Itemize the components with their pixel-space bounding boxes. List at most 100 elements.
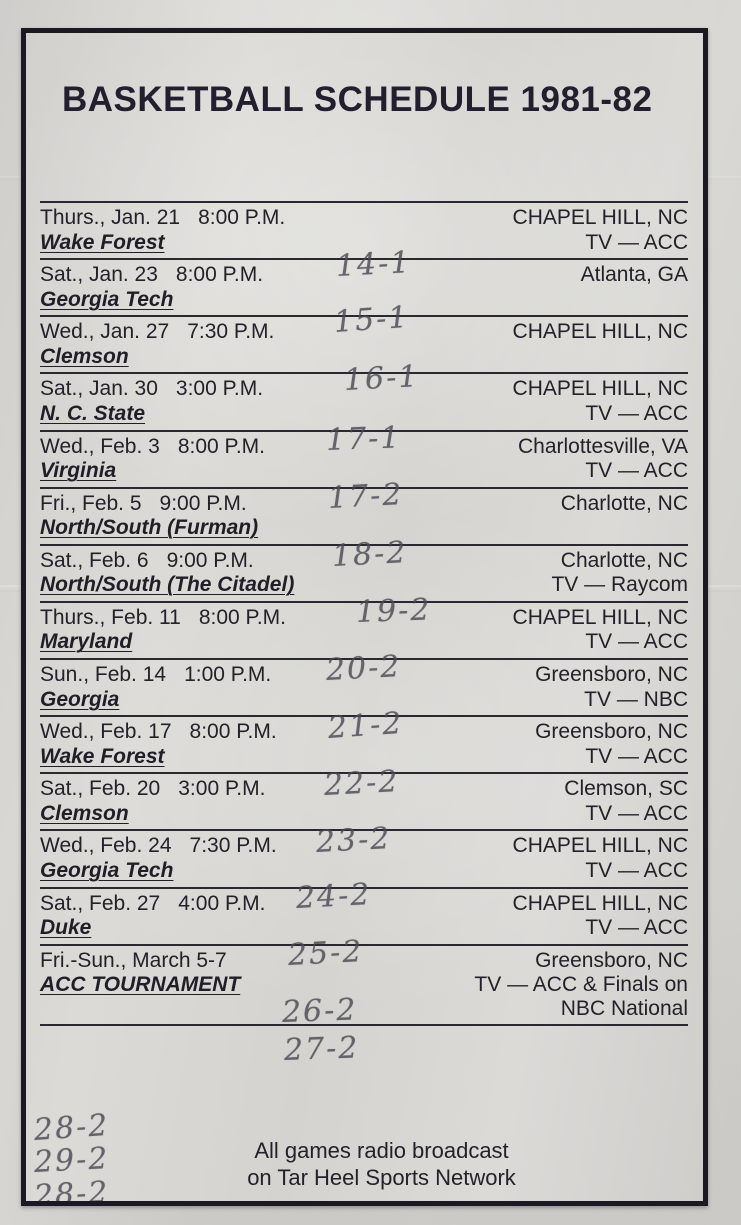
game-opponent: Clemson xyxy=(40,801,129,825)
game-datetime: Fri., Feb. 5 9:00 P.M. xyxy=(40,491,247,515)
tournament-dates: Fri.-Sun., March 5-7 xyxy=(40,948,227,972)
tournament-location: Greensboro, NC xyxy=(535,948,688,972)
row-bottom-line: Clemson TV — ACC xyxy=(40,802,688,827)
table-row[interactable]: Sat., Feb. 27 4:00 P.M. CHAPEL HILL, NC D… xyxy=(40,886,688,944)
table-row[interactable]: Fri., Feb. 5 9:00 P.M. Charlotte, NC Nort… xyxy=(40,486,688,544)
row-top-line: Sat., Jan. 23 8:00 P.M. Atlanta, GA xyxy=(40,263,688,288)
game-opponent: Georgia Tech xyxy=(40,287,174,311)
table-row[interactable]: Sat., Feb. 20 3:00 P.M. Clemson, SC Clems… xyxy=(40,772,688,829)
tournament-tv: TV — ACC & Finals on NBC National xyxy=(388,973,688,1021)
game-location: CHAPEL HILL, NC xyxy=(512,377,688,401)
game-tv: TV — ACC xyxy=(585,230,688,254)
table-row[interactable]: Sat., Feb. 6 9:00 P.M. Charlotte, NC Nort… xyxy=(40,543,688,601)
game-datetime: Sat., Jan. 23 8:00 P.M. xyxy=(40,263,264,287)
row-bottom-line: Georgia Tech TV — ACC xyxy=(40,859,688,884)
game-opponent: N. C. State xyxy=(40,401,146,425)
row-top-line: Wed., Jan. 27 7:30 P.M. CHAPEL HILL, NC xyxy=(40,320,688,345)
game-datetime: Wed., Jan. 27 7:30 P.M. xyxy=(40,320,275,344)
table-row[interactable]: Thurs., Feb. 11 8:00 P.M. CHAPEL HILL, NC… xyxy=(40,600,688,658)
game-tv: TV — ACC xyxy=(585,916,688,940)
table-row[interactable]: Wed., Feb. 17 8:00 P.M. Greensboro, NC Wa… xyxy=(40,715,688,772)
footer-line-2: on Tar Heel Sports Network xyxy=(247,1164,516,1190)
game-datetime: Thurs., Jan. 21 8:00 P.M. xyxy=(40,206,286,229)
row-top-line: Sat., Feb. 6 9:00 P.M. Charlotte, NC xyxy=(40,549,688,574)
game-datetime: Wed., Feb. 17 8:00 P.M. xyxy=(40,720,277,744)
table-row[interactable]: Sat., Jan. 23 8:00 P.M. Atlanta, GA Georg… xyxy=(40,258,688,315)
game-datetime: Sat., Jan. 30 3:00 P.M. xyxy=(40,377,264,401)
row-top-line: Fri.-Sun., March 5-7 Greensboro, NC xyxy=(40,949,688,974)
game-tv: TV — ACC xyxy=(585,744,688,768)
game-location: Greensboro, NC xyxy=(535,663,688,686)
tournament-name: ACC TOURNAMENT xyxy=(40,973,241,997)
table-row[interactable]: Sun., Feb. 14 1:00 P.M. Greensboro, NC Ge… xyxy=(40,658,688,715)
game-opponent: Clemson xyxy=(40,344,129,368)
row-top-line: Wed., Feb. 24 7:30 P.M. CHAPEL HILL, NC xyxy=(40,834,688,859)
row-top-line: Sun., Feb. 14 1:00 P.M. Greensboro, NC xyxy=(40,663,688,688)
game-opponent: Wake Forest xyxy=(40,230,165,254)
game-location: Charlottesville, VA xyxy=(517,434,688,458)
tournament-tv-line1: TV — ACC & Finals on xyxy=(474,973,688,997)
game-location: Charlotte, NC xyxy=(560,548,688,572)
game-datetime: Sat., Feb. 27 4:00 P.M. xyxy=(40,891,266,915)
row-top-line: Sat., Feb. 27 4:00 P.M. CHAPEL HILL, NC xyxy=(40,892,688,917)
game-datetime: Sun., Feb. 14 1:00 P.M. xyxy=(40,663,272,686)
game-tv: TV — ACC xyxy=(585,401,688,425)
row-top-line: Fri., Feb. 5 9:00 P.M. Charlotte, NC xyxy=(40,492,688,517)
row-bottom-line: Maryland TV — ACC xyxy=(40,630,688,655)
game-datetime: Thurs., Feb. 11 8:00 P.M. xyxy=(40,605,287,629)
row-bottom-line: Clemson xyxy=(40,345,688,370)
game-location: Clemson, SC xyxy=(564,777,688,801)
game-opponent: Duke xyxy=(40,916,92,940)
table-row-tournament[interactable]: Fri.-Sun., March 5-7 Greensboro, NC ACC … xyxy=(40,943,688,1027)
row-top-line: Wed., Feb. 17 8:00 P.M. Greensboro, NC xyxy=(40,720,688,745)
game-opponent: Georgia xyxy=(40,687,120,711)
row-top-line: Thurs., Jan. 21 8:00 P.M. CHAPEL HILL, NC xyxy=(40,206,688,231)
game-tv: TV — ACC xyxy=(585,459,688,483)
footer-note: All games radio broadcast on Tar Heel Sp… xyxy=(26,1138,703,1192)
game-tv: TV — NBC xyxy=(584,687,688,711)
row-top-line: Wed., Feb. 3 8:00 P.M. Charlottesville, V… xyxy=(40,435,688,460)
schedule-table: Thurs., Jan. 21 8:00 P.M. CHAPEL HILL, NC… xyxy=(40,201,688,1027)
table-row[interactable]: Wed., Jan. 27 7:30 P.M. CHAPEL HILL, NC C… xyxy=(40,315,688,372)
row-top-line: Thurs., Feb. 11 8:00 P.M. CHAPEL HILL, NC xyxy=(40,606,688,631)
table-row[interactable]: Sat., Jan. 30 3:00 P.M. CHAPEL HILL, NC N… xyxy=(40,372,688,429)
game-tv: TV — ACC xyxy=(585,630,688,654)
game-opponent: North/South (Furman) xyxy=(40,516,259,540)
game-tv: TV — Raycom xyxy=(551,573,688,597)
row-bottom-line: North/South (The Citadel) TV — Raycom xyxy=(40,573,688,598)
game-opponent: Maryland xyxy=(40,630,133,654)
game-datetime: Sat., Feb. 20 3:00 P.M. xyxy=(40,777,266,801)
game-location: CHAPEL HILL, NC xyxy=(512,206,688,229)
row-top-line: Sat., Feb. 20 3:00 P.M. Clemson, SC xyxy=(40,777,688,802)
game-opponent: Wake Forest xyxy=(40,744,165,768)
schedule-card: BASKETBALL SCHEDULE 1981-82 Thurs., Jan.… xyxy=(21,28,708,1206)
game-location: Charlotte, NC xyxy=(560,491,688,515)
game-location: Atlanta, GA xyxy=(580,263,688,287)
row-bottom-line: Virginia TV — ACC xyxy=(40,459,688,484)
game-datetime: Wed., Feb. 24 7:30 P.M. xyxy=(40,834,277,858)
row-bottom-line: ACC TOURNAMENT TV — ACC & Finals on NBC … xyxy=(40,973,688,1021)
game-opponent: Georgia Tech xyxy=(40,858,174,882)
game-location: CHAPEL HILL, NC xyxy=(512,834,688,858)
table-row[interactable]: Wed., Feb. 3 8:00 P.M. Charlottesville, V… xyxy=(40,429,688,487)
game-location: Greensboro, NC xyxy=(535,720,688,744)
row-bottom-line: Georgia TV — NBC xyxy=(40,688,688,713)
page-title: BASKETBALL SCHEDULE 1981-82 xyxy=(62,80,653,119)
row-bottom-line: Duke TV — ACC xyxy=(40,916,688,941)
game-datetime: Wed., Feb. 3 8:00 P.M. xyxy=(40,434,266,458)
game-location: CHAPEL HILL, NC xyxy=(512,320,688,344)
game-location: CHAPEL HILL, NC xyxy=(512,605,688,629)
game-datetime: Sat., Feb. 6 9:00 P.M. xyxy=(40,548,254,572)
game-tv: TV — ACC xyxy=(585,801,688,825)
row-bottom-line: Wake Forest TV — ACC xyxy=(40,745,688,770)
game-tv: TV — ACC xyxy=(585,858,688,882)
table-row[interactable]: Thurs., Jan. 21 8:00 P.M. CHAPEL HILL, NC… xyxy=(40,201,688,258)
game-location: CHAPEL HILL, NC xyxy=(512,891,688,915)
row-bottom-line: Georgia Tech xyxy=(40,288,688,313)
table-row[interactable]: Wed., Feb. 24 7:30 P.M. CHAPEL HILL, NC G… xyxy=(40,829,688,886)
row-top-line: Sat., Jan. 30 3:00 P.M. CHAPEL HILL, NC xyxy=(40,377,688,402)
footer-line-1: All games radio broadcast xyxy=(254,1138,509,1163)
game-opponent: Virginia xyxy=(40,459,117,483)
game-opponent: North/South (The Citadel) xyxy=(40,573,295,597)
row-bottom-line: N. C. State TV — ACC xyxy=(40,402,688,427)
